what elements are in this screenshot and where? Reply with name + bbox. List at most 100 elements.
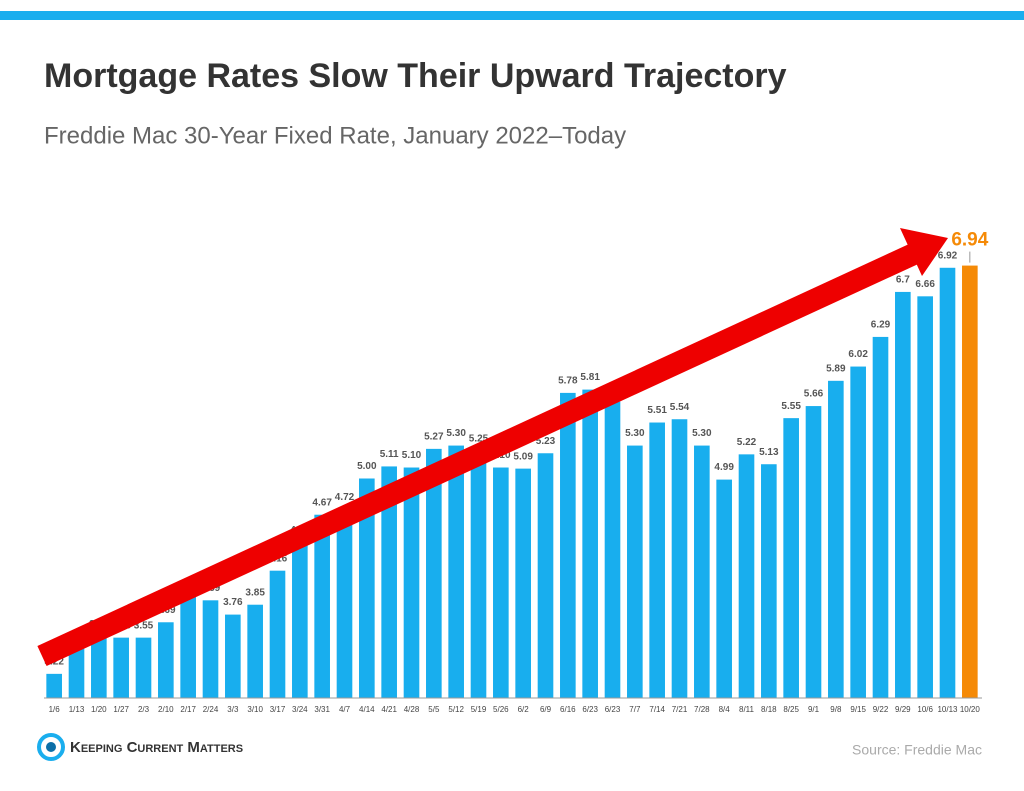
x-tick-label: 2/10 <box>158 705 174 714</box>
bar <box>537 453 554 698</box>
top-band <box>0 11 1024 20</box>
x-tick-label: 4/7 <box>339 705 351 714</box>
value-label: 5.11 <box>380 449 399 460</box>
x-tick-label: 10/20 <box>960 705 981 714</box>
x-tick-label: 7/21 <box>672 705 688 714</box>
chart-subtitle: Freddie Mac 30-Year Fixed Rate, January … <box>44 122 626 149</box>
value-label: 5.51 <box>647 405 667 416</box>
value-label: 6.29 <box>871 320 891 331</box>
x-tick-label: 6/2 <box>518 705 530 714</box>
x-tick-label: 6/23 <box>605 705 621 714</box>
value-label: 5.00 <box>357 461 377 472</box>
value-label: 4.67 <box>312 497 332 508</box>
x-tick-label: 5/26 <box>493 705 509 714</box>
bar <box>671 419 688 698</box>
logo-icon <box>37 733 65 761</box>
bar <box>403 467 420 698</box>
bar <box>292 542 308 698</box>
bar <box>135 637 152 698</box>
x-tick-label: 1/20 <box>91 705 107 714</box>
x-tick-label: 5/19 <box>471 705 487 714</box>
x-tick-label: 8/18 <box>761 705 777 714</box>
value-label: 5.81 <box>580 372 600 383</box>
bar <box>872 336 889 698</box>
bar <box>493 467 509 698</box>
value-label: 5.30 <box>625 428 645 439</box>
value-label: 5.23 <box>536 436 556 447</box>
x-tick-label: 6/23 <box>582 705 598 714</box>
value-label: 4.99 <box>714 462 734 473</box>
x-tick-label: 10/13 <box>937 705 958 714</box>
value-label: 5.09 <box>513 451 533 462</box>
x-tick-label: 3/17 <box>270 705 286 714</box>
x-tick-label: 3/10 <box>247 705 263 714</box>
arrow-shaft <box>37 242 923 666</box>
value-label: 6.92 <box>938 250 958 261</box>
bar <box>828 380 844 698</box>
x-tick-label: 1/13 <box>69 705 85 714</box>
x-tick-label: 7/28 <box>694 705 710 714</box>
bar <box>426 448 442 698</box>
bar <box>738 454 755 698</box>
x-tick-label: 9/15 <box>850 705 866 714</box>
x-tick-label: 6/16 <box>560 705 576 714</box>
bar <box>269 570 286 698</box>
trend-arrow <box>37 228 948 666</box>
value-label: 3.85 <box>245 587 265 598</box>
x-tick-label: 3/3 <box>227 705 239 714</box>
bar <box>247 604 263 698</box>
bar <box>850 366 866 698</box>
logo-icon-core <box>46 742 56 752</box>
value-label: 5.13 <box>759 447 779 458</box>
value-label: 5.89 <box>826 363 846 374</box>
bar <box>381 466 397 698</box>
x-tick-label: 8/25 <box>783 705 799 714</box>
source: Source: Freddie Mac <box>852 742 982 758</box>
bar <box>91 636 107 698</box>
x-tick-label: 10/6 <box>917 705 933 714</box>
bar <box>180 597 196 698</box>
value-label: 5.54 <box>670 402 690 413</box>
value-label: 5.25 <box>469 434 489 445</box>
bar <box>515 468 531 698</box>
bar <box>895 291 911 698</box>
logo-text: Keeping Current Matters <box>70 739 243 756</box>
value-label: 5.22 <box>737 437 757 448</box>
x-tick-label: 5/12 <box>448 705 464 714</box>
bar <box>158 622 174 698</box>
bar <box>314 514 330 698</box>
bar <box>649 422 665 698</box>
x-tick-label: 5/5 <box>428 705 440 714</box>
x-tick-label: 8/11 <box>739 705 755 714</box>
x-tick-label: 3/31 <box>314 705 330 714</box>
value-label: 4.72 <box>335 492 355 503</box>
x-tick-label: 9/1 <box>808 705 820 714</box>
bar <box>359 478 375 698</box>
x-tick-label: 9/8 <box>830 705 842 714</box>
bar <box>470 451 487 698</box>
x-tick-label: 7/14 <box>649 705 665 714</box>
bar <box>202 600 219 698</box>
bar <box>225 614 241 698</box>
value-label: 5.78 <box>558 376 578 387</box>
x-tick-label: 2/24 <box>203 705 219 714</box>
x-tick-label: 1/6 <box>49 705 61 714</box>
x-tick-label: 2/3 <box>138 705 150 714</box>
bar <box>448 445 464 698</box>
bar <box>962 265 978 698</box>
value-label: 5.10 <box>402 450 422 461</box>
value-label: 6.94 <box>951 230 988 251</box>
x-tick-label: 4/21 <box>381 705 397 714</box>
bar <box>68 648 85 698</box>
bar <box>46 673 62 698</box>
bar <box>560 392 576 698</box>
bar <box>694 445 710 698</box>
bar <box>716 479 732 698</box>
x-tick-label: 6/9 <box>540 705 552 714</box>
value-label: 3.55 <box>134 620 154 631</box>
bar <box>604 401 621 698</box>
bar <box>113 637 129 698</box>
value-label: 6.7 <box>896 275 910 286</box>
value-label: 5.55 <box>781 401 801 412</box>
